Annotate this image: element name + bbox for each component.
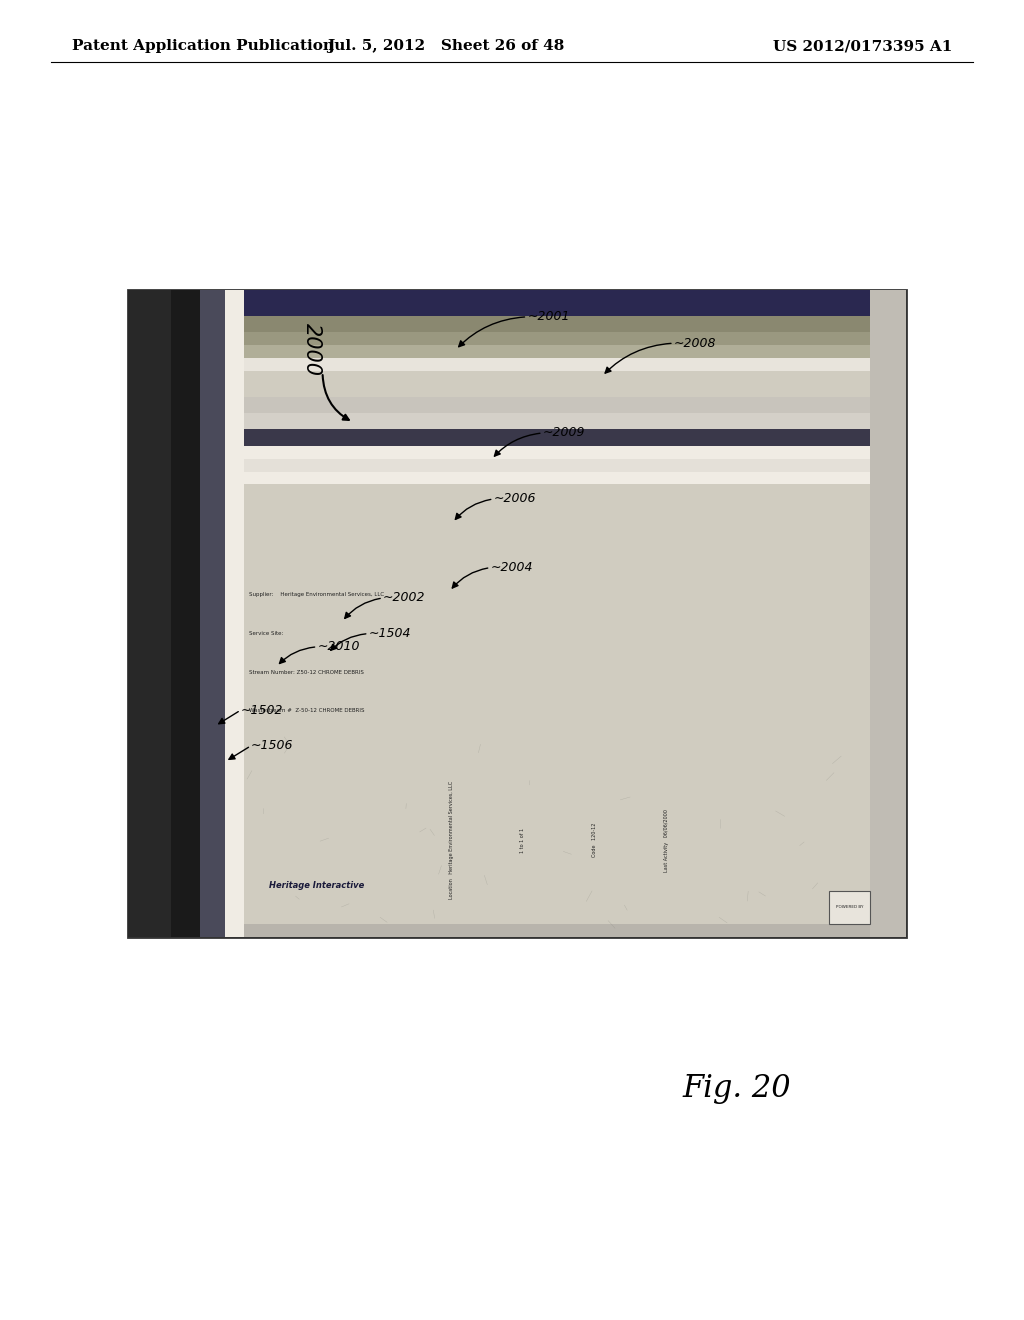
Text: Heritage Interactive: Heritage Interactive (269, 880, 365, 890)
Bar (244, 429, 870, 446)
Text: ∼1502: ∼1502 (241, 704, 284, 717)
Bar (244, 346, 870, 358)
Text: ∼2006: ∼2006 (494, 492, 537, 506)
Bar (200, 290, 225, 937)
Bar (244, 290, 870, 937)
Text: ∼2008: ∼2008 (674, 337, 717, 350)
Bar (171, 290, 200, 937)
Text: Patent Application Publication: Patent Application Publication (72, 40, 334, 53)
Text: Stream Number: Z50-12 CHROME DEBRIS: Stream Number: Z50-12 CHROME DEBRIS (249, 669, 364, 675)
Text: Code   120-12: Code 120-12 (592, 822, 597, 858)
Bar (128, 290, 906, 937)
Text: ∼2002: ∼2002 (383, 591, 426, 605)
Bar (225, 290, 244, 937)
Text: Jul. 5, 2012   Sheet 26 of 48: Jul. 5, 2012 Sheet 26 of 48 (327, 40, 564, 53)
Text: ∼2009: ∼2009 (543, 426, 586, 440)
Bar (244, 371, 870, 397)
Text: ∼1504: ∼1504 (369, 627, 412, 640)
Text: 1 to 1 of 1: 1 to 1 of 1 (520, 828, 525, 853)
Bar (244, 413, 870, 429)
Text: Service Site:: Service Site: (249, 631, 284, 636)
Bar (870, 290, 906, 937)
Text: Location   Heritage Environmental Services, LLC: Location Heritage Environmental Services… (449, 781, 454, 899)
Bar (244, 458, 870, 471)
Bar (244, 397, 870, 413)
Bar (244, 471, 870, 484)
Bar (244, 317, 870, 333)
Text: Last Activity   06/06/2000: Last Activity 06/06/2000 (664, 809, 669, 871)
Text: US 2012/0173395 A1: US 2012/0173395 A1 (773, 40, 952, 53)
Bar (244, 446, 870, 458)
Bar (244, 333, 870, 346)
Text: ∼1506: ∼1506 (251, 739, 294, 752)
Text: Fig. 20: Fig. 20 (683, 1073, 792, 1105)
Bar (244, 924, 870, 937)
Bar (128, 290, 171, 937)
Text: POWERED BY: POWERED BY (837, 906, 863, 909)
Text: ∼2010: ∼2010 (317, 640, 360, 653)
Text: ∼2004: ∼2004 (490, 561, 534, 574)
Text: 2000: 2000 (302, 323, 323, 376)
Text: Wastestream #  Z-50-12 CHROME DEBRIS: Wastestream # Z-50-12 CHROME DEBRIS (249, 709, 365, 713)
Text: Supplier:    Heritage Environmental Services, LLC: Supplier: Heritage Environmental Service… (249, 591, 384, 597)
Bar (244, 290, 870, 317)
Text: ∼2001: ∼2001 (527, 310, 570, 323)
Bar (244, 484, 870, 924)
Bar (829, 891, 870, 924)
